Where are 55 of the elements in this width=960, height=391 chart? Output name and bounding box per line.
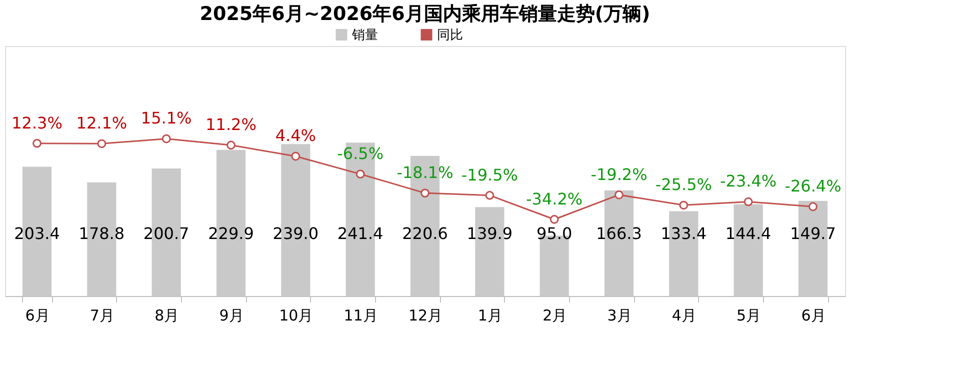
point — [614, 190, 624, 200]
point — [420, 188, 430, 198]
point — [32, 138, 42, 148]
data-label: 220.6 — [402, 224, 448, 243]
x-tick-label: 8月 — [154, 306, 180, 324]
data-label: 12.1% — [76, 114, 128, 133]
data-label: 12.3% — [12, 113, 62, 132]
chart-title: 2025年6月~2026年6月国内乘用车销量走势(万辆) — [200, 3, 650, 25]
data-label: 149.7 — [790, 224, 836, 243]
point — [744, 197, 753, 206]
data-label: 166.3 — [596, 224, 642, 243]
x-tick-label: 1月 — [478, 306, 502, 324]
data-label: 95.0 — [536, 224, 572, 243]
x-tick-label: 5月 — [736, 306, 762, 324]
x-tick-label: 9月 — [219, 306, 244, 324]
data-label: 133.4 — [660, 224, 707, 243]
data-label: -19.5% — [461, 165, 518, 184]
data-label: -18.1% — [396, 163, 454, 182]
data-label: -6.5% — [337, 144, 384, 164]
point — [485, 190, 494, 200]
x-tick-label: 2月 — [542, 306, 568, 324]
legend-label: 销量 — [351, 28, 378, 43]
data-label: -23.4% — [720, 172, 777, 191]
point — [808, 202, 818, 212]
legend-label: 同比 — [437, 28, 463, 43]
x-tick-label: 11月 — [344, 306, 378, 324]
data-label: -34.2% — [526, 189, 583, 208]
data-label: 239.0 — [272, 224, 319, 243]
data-label: 139.9 — [466, 224, 513, 243]
x-tick-label: 6月 — [25, 306, 50, 324]
data-label: -26.4% — [784, 176, 842, 196]
point — [679, 200, 688, 210]
x-tick-label: 3月 — [607, 306, 632, 324]
point — [356, 170, 365, 179]
data-label: 178.8 — [78, 224, 125, 243]
data-label: 241.4 — [337, 224, 384, 243]
data-label: 203.4 — [14, 224, 60, 243]
x-tick-label: 7月 — [90, 306, 114, 324]
data-label: 15.1% — [140, 108, 192, 128]
point — [550, 214, 559, 224]
data-label: 229.9 — [208, 224, 254, 243]
x-tick-label: 4月 — [672, 306, 696, 324]
point — [162, 134, 171, 144]
data-label: -19.2% — [590, 164, 648, 184]
point — [291, 152, 300, 161]
x-tick-label: 12月 — [408, 306, 443, 324]
x-tick-label: 6月 — [801, 306, 826, 324]
data-label: 200.7 — [143, 224, 190, 243]
data-label: 11.2% — [206, 115, 256, 134]
data-label: 144.4 — [725, 224, 772, 243]
data-label: -25.5% — [655, 175, 712, 194]
x-tick-label: 10月 — [279, 306, 314, 324]
point — [97, 139, 106, 148]
point — [226, 140, 236, 150]
data-label: 4.4% — [275, 126, 316, 146]
